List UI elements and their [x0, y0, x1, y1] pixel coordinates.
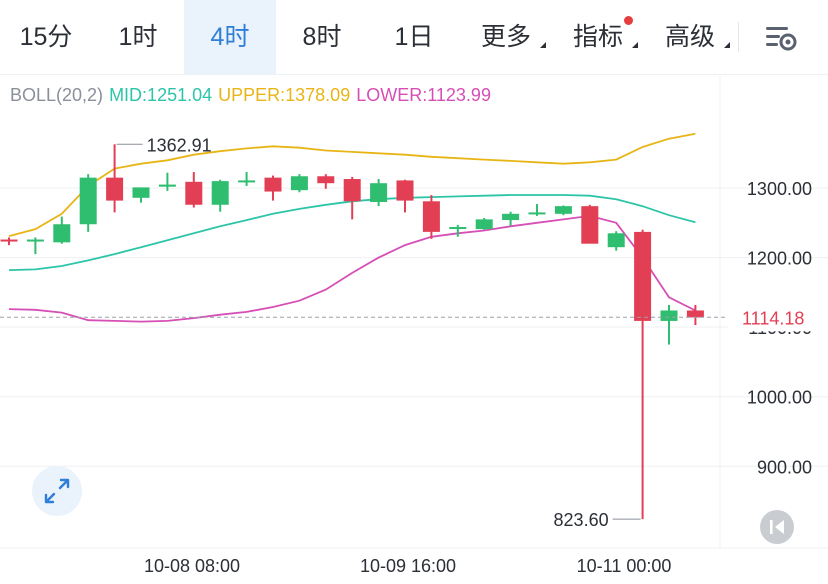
tab-5[interactable]: 更多 — [460, 0, 552, 74]
candle-body — [211, 181, 229, 205]
y-tick-label: 900.00 — [757, 457, 812, 477]
candle-body — [238, 180, 256, 183]
timeframe-tabbar: 15分 1时 4时 8时 1日 更多 指标 高级 — [0, 0, 828, 75]
candle-body — [185, 181, 203, 205]
dropdown-caret-icon — [632, 42, 638, 48]
tab-label: 1日 — [394, 23, 434, 51]
candle-body — [502, 213, 520, 221]
candle-body — [528, 212, 546, 215]
tab-0[interactable]: 15分 — [0, 0, 92, 74]
legend-mid: MID:1251.04 — [109, 85, 213, 105]
candle-body — [106, 177, 124, 201]
x-tick-label: 10-08 08:00 — [144, 556, 240, 576]
tab-6[interactable]: 指标 — [552, 0, 644, 74]
max-price-label: 1362.91 — [147, 135, 212, 155]
tab-label: 15分 — [19, 23, 73, 51]
dropdown-caret-icon — [540, 42, 546, 48]
candle-body — [290, 176, 308, 191]
candle-body — [607, 233, 625, 248]
candle-body — [370, 183, 388, 202]
candle-body — [475, 219, 493, 230]
candle-body — [264, 177, 282, 192]
tab-4[interactable]: 1日 — [368, 0, 460, 74]
candle-body — [396, 180, 414, 201]
tab-label: 高级 — [664, 23, 715, 51]
chart-settings-icon — [766, 27, 797, 51]
boll-upper-line — [8, 132, 696, 237]
tab-label: 更多 — [480, 23, 531, 51]
tab-1[interactable]: 1时 — [92, 0, 184, 74]
tab-label: 1时 — [118, 23, 158, 51]
legend-upper: UPPER:1378.09 — [218, 85, 351, 105]
y-tick-label: 1200.00 — [747, 249, 812, 269]
min-price-label: 823.60 — [554, 510, 609, 530]
candle-body — [79, 177, 97, 225]
candle-body — [660, 310, 678, 321]
candle-body — [634, 231, 652, 321]
scroll-to-latest-icon — [770, 520, 784, 534]
candle-body — [317, 176, 335, 184]
candle-body — [449, 227, 467, 230]
tab-label: 8时 — [302, 23, 342, 51]
dropdown-caret-icon — [724, 42, 730, 48]
last-price-label-bg — [728, 303, 828, 332]
tabbar-divider — [738, 22, 739, 52]
candle-body — [0, 239, 18, 242]
tab-2[interactable]: 4时 — [184, 0, 276, 74]
legend-lower: LOWER:1123.99 — [356, 85, 491, 105]
boll-lower-line — [8, 214, 696, 323]
y-tick-label: 1300.00 — [747, 179, 812, 199]
tab-3[interactable]: 8时 — [276, 0, 368, 74]
candlestick-chart[interactable]: 1300.001200.001100.001000.00900.001114.1… — [0, 74, 828, 584]
x-tick-label: 10-09 16:00 — [360, 556, 456, 576]
boll-legend: BOLL(20,2) MID:1251.04 UPPER:1378.09 LOWER:… — [10, 85, 497, 106]
expand-chart-button[interactable] — [32, 466, 82, 516]
candle-body — [581, 206, 599, 244]
expand-arrows-icon — [44, 478, 70, 504]
scroll-to-latest-button[interactable] — [760, 510, 794, 544]
candle-body — [686, 310, 704, 318]
candle-body — [343, 179, 361, 202]
candle-body — [132, 187, 150, 198]
chart-settings-button[interactable] — [760, 18, 804, 58]
tab-label: 指标 — [572, 23, 623, 51]
x-tick-label: 10-11 00:00 — [577, 556, 672, 576]
legend-indicator-name: BOLL(20,2) — [10, 85, 104, 105]
tab-7[interactable]: 高级 — [644, 0, 736, 74]
last-price-label: 1114.18 — [742, 308, 804, 328]
candle-body — [422, 201, 440, 232]
candle-body — [554, 206, 572, 214]
candle-body — [158, 184, 176, 187]
notification-dot — [624, 16, 633, 25]
candle-body — [53, 224, 71, 243]
candle-body — [26, 239, 44, 242]
tab-label: 4时 — [210, 23, 250, 51]
y-tick-label: 1000.00 — [747, 388, 812, 408]
